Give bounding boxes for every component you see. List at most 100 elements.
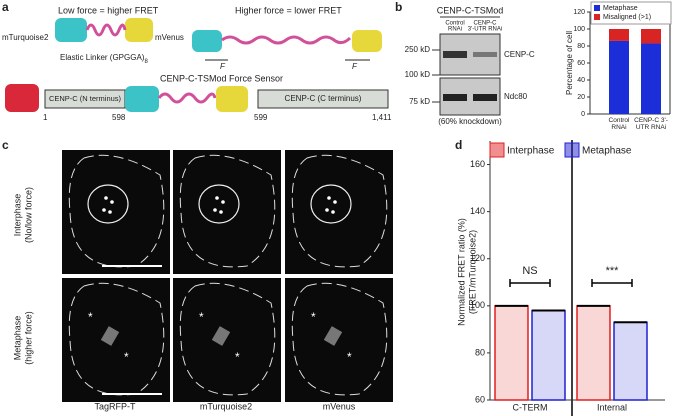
micrograph	[173, 150, 281, 274]
spot	[104, 196, 108, 200]
legend-swatch	[594, 14, 600, 20]
y-tick-label: 80	[475, 347, 485, 357]
bar	[641, 43, 661, 115]
residue: 598	[112, 113, 126, 122]
panel-label: c	[2, 138, 9, 152]
x-tick-label: Internal	[597, 402, 627, 412]
spot	[327, 196, 331, 200]
band-label: CENP-C	[504, 50, 535, 59]
fluorophore-label: mVenus	[155, 33, 184, 42]
legend-label: Metaphase	[582, 146, 632, 157]
bar	[609, 29, 629, 41]
nucleus	[198, 184, 240, 224]
micrograph	[62, 150, 170, 274]
column-label: TagRFP-T	[94, 401, 136, 411]
bar	[531, 309, 566, 401]
asterisk: *	[199, 310, 204, 324]
blot-title: CENP-C-TSMod	[437, 5, 504, 15]
column-label: mVenus	[323, 401, 356, 411]
y-tick-label: 60	[577, 60, 585, 67]
domain-label: CENP-C (N terminus)	[49, 94, 122, 103]
cell-outline	[179, 154, 276, 268]
y-axis-label: (FRET/mTurquoise2)	[467, 230, 477, 314]
band-label: Ndc80	[504, 92, 528, 101]
legend-box	[590, 1, 672, 25]
marker: 75 kD	[409, 97, 430, 106]
x-tick-label: Control RNAi	[608, 117, 630, 131]
fluorophores	[5, 18, 389, 112]
y-tick-label: 40	[577, 77, 585, 84]
lane-label: 3'-UTR RNAi	[468, 27, 502, 33]
row-label: Metaphase	[12, 316, 22, 361]
lane-label: RNAi	[448, 27, 462, 33]
y-tick-label: 20	[577, 94, 585, 101]
spot	[213, 208, 217, 212]
row-label: (higher force)	[23, 311, 33, 365]
asterisk: *	[88, 310, 93, 324]
bar	[494, 305, 529, 401]
lane-label: Control	[445, 21, 464, 27]
caption: Higher force = lower FRET	[235, 5, 342, 15]
cell-outline	[291, 154, 388, 268]
chromosomes	[323, 326, 343, 346]
cell-outline	[179, 282, 276, 396]
asterisk: *	[311, 310, 316, 324]
blot	[432, 33, 501, 116]
y-tick-label: 100	[573, 26, 585, 33]
linker-subscript: 8	[144, 59, 148, 65]
caption: Low force = higher FRET	[58, 5, 159, 15]
y-axis-label: Normalized FRET ratio (%)	[456, 218, 466, 326]
legend-swatch	[594, 5, 600, 11]
row-label: (No/low force)	[23, 187, 33, 243]
domain-label: CENP-C (C terminus)	[285, 94, 362, 103]
micrographs: * * * * * *	[62, 150, 393, 402]
annotation: ***	[606, 265, 620, 277]
y-tick-label: 0	[581, 111, 585, 118]
marker: 100 kD	[405, 70, 431, 79]
legend-label: Metaphase	[603, 5, 638, 12]
x-tick-label: CENP-C 3'-UTR RNAi	[634, 117, 668, 131]
spot	[102, 208, 106, 212]
cell-outline	[291, 282, 388, 396]
legend-swatch	[564, 142, 580, 158]
row-label: Interphase	[12, 194, 22, 237]
lane-label: CENP-C	[473, 21, 497, 27]
micrograph	[173, 278, 281, 402]
micrograph	[285, 150, 393, 274]
legend-label: Interphase	[507, 146, 555, 157]
spot	[215, 196, 219, 200]
spot	[219, 210, 223, 214]
spot	[110, 200, 114, 204]
bar	[609, 40, 629, 114]
y-tick-label: 80	[577, 43, 585, 50]
spot	[331, 210, 335, 214]
chromosomes	[100, 326, 120, 346]
residue: 599	[254, 113, 268, 122]
x-tick-label: C-TERM	[513, 402, 548, 412]
bar	[576, 305, 611, 401]
asterisk: *	[347, 350, 352, 364]
spot	[221, 200, 225, 204]
micrograph	[285, 278, 393, 402]
y-axis-label: Percentage of cell	[565, 31, 574, 95]
linker-label: Elastic Linker (GPGGA)8	[60, 53, 148, 64]
y-tick-label: 100	[470, 300, 485, 310]
nucleus	[310, 184, 352, 224]
residue: 1,411	[372, 113, 392, 122]
y-tick-label: 60	[475, 394, 485, 404]
spot	[333, 200, 337, 204]
y-tick-label: 120	[573, 9, 585, 16]
micrograph	[62, 278, 170, 402]
legend-label: Misaligned (>1)	[603, 14, 651, 21]
panel-label: d	[455, 138, 462, 152]
linker-text: Elastic Linker (GPGGA)	[60, 53, 145, 62]
bar	[641, 29, 661, 44]
marker: 250 kD	[405, 45, 431, 54]
note: (60% knockdown)	[438, 117, 502, 126]
force-label: F	[352, 62, 358, 71]
fluorophore-label: mTurquoise2	[2, 33, 49, 42]
residue: 1	[43, 113, 48, 122]
y-tick-label: 140	[470, 206, 485, 216]
